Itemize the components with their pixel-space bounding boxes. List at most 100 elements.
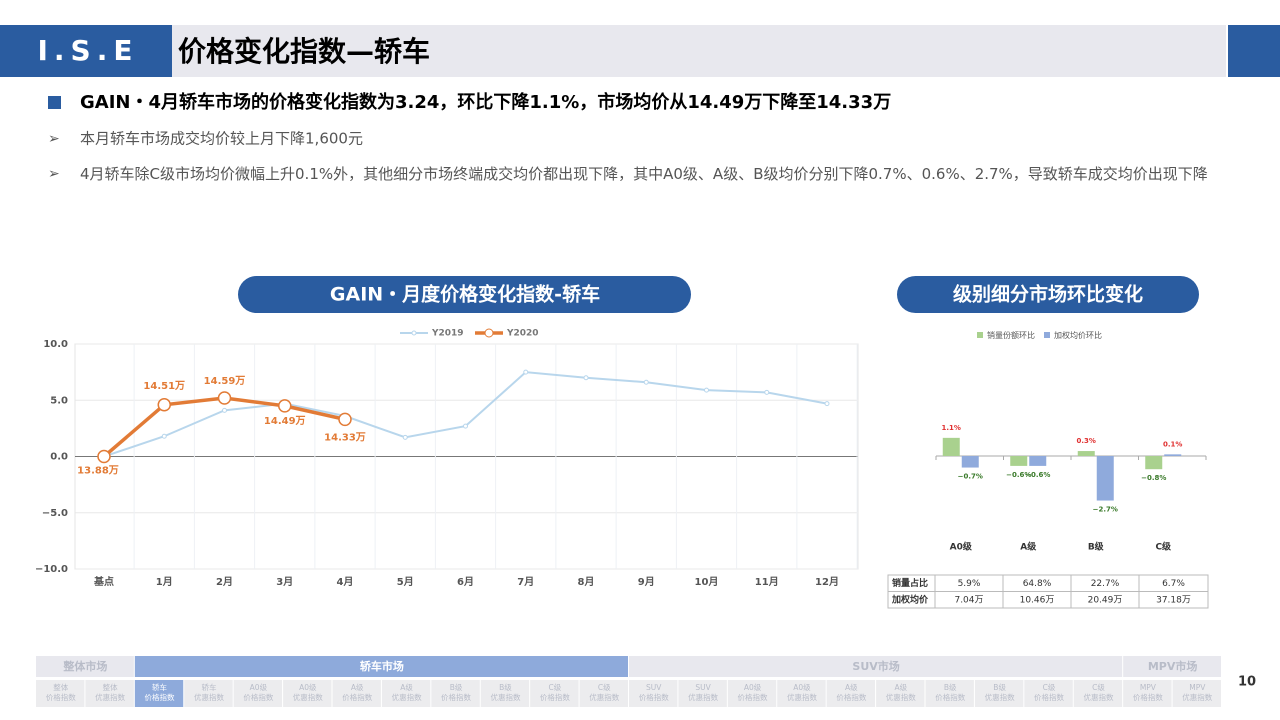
chart-title-pill: [897, 276, 1199, 313]
nav-cell: [974, 680, 1024, 707]
legend-label: 加权均价环比: [1054, 330, 1102, 340]
sub-bullet-box: 4月轿车除C级市场均价微幅上升0.1%外，其他细分市场终端成交均价都出现下降，其…: [80, 165, 1208, 183]
point-label: 14.49万: [264, 415, 306, 427]
nav-cell: [1024, 680, 1073, 707]
x-tick-label: C级: [1155, 541, 1172, 553]
nav-cell-label: A0级: [793, 682, 811, 692]
nav-cell-label: 优惠指数: [688, 692, 718, 702]
nav-group-label: SUV市场: [852, 659, 899, 673]
arrow: ➢: [48, 166, 60, 182]
table-cell: [1138, 591, 1209, 609]
nav-cell-label: A级: [351, 682, 364, 692]
value-label: 0.3%: [1077, 437, 1096, 445]
point: [643, 379, 649, 385]
nav-cell: [826, 680, 876, 707]
nav-cell: [629, 680, 678, 707]
nav-cell: [134, 680, 184, 707]
point: [161, 433, 167, 439]
nav-cell-label: 整体: [103, 682, 118, 692]
nav-cell-label: 价格指数: [46, 692, 76, 702]
point: [157, 398, 171, 412]
nav-cell-label: MPV: [1140, 683, 1157, 692]
legend-marker: [1044, 332, 1050, 338]
nav-cell-label: 优惠指数: [787, 692, 817, 702]
x-tick-label: B级: [1088, 541, 1105, 553]
point: [764, 389, 770, 395]
bar: [1096, 456, 1114, 501]
nav-cell-label: 优惠指数: [392, 692, 422, 702]
nav-cell-label: SUV: [695, 683, 711, 692]
x-tick-label: 8月: [578, 576, 595, 588]
nav-cell: [1073, 680, 1123, 707]
logo: I.S.E: [38, 34, 139, 67]
nav-cell-label: 优惠指数: [490, 692, 520, 702]
nav-group: [134, 656, 629, 677]
chart-title: 级别细分市场环比变化: [953, 283, 1143, 306]
x-tick-label: 2月: [216, 576, 233, 588]
nav-cell: [530, 680, 579, 707]
legend-label: Y2020: [506, 329, 539, 339]
nav-cell: [36, 680, 85, 707]
nav-cell-label: C级: [549, 682, 562, 692]
y-tick-label: −10.0: [35, 564, 68, 575]
title-tab: [1228, 25, 1280, 77]
table-text: 37.18万: [1156, 596, 1191, 606]
x-tick-label: 10月: [695, 576, 719, 588]
x-tick-label: 7月: [517, 576, 534, 588]
series-line: [102, 396, 346, 458]
value-label: 0.1%: [1163, 440, 1182, 448]
y-tick-label: 5.0: [50, 395, 68, 406]
nav-cell-label: 优惠指数: [194, 692, 224, 702]
nav-cell: [678, 680, 727, 707]
point-label: 14.33万: [324, 431, 366, 443]
nav-cell: [85, 680, 134, 707]
nav-cell-label: 价格指数: [1133, 692, 1163, 702]
table-text: 销量占比: [892, 577, 928, 589]
point: [278, 399, 292, 413]
nav-cell: [381, 680, 431, 707]
table-text: 7.04万: [954, 596, 983, 606]
nav-cell: [431, 680, 480, 707]
title-bar: [172, 25, 1226, 77]
y-tick-label: −5.0: [42, 508, 68, 519]
nav-cell-label: C级: [598, 682, 611, 692]
nav-cell-label: 优惠指数: [985, 692, 1015, 702]
nav-cell-label: 优惠指数: [589, 692, 619, 702]
nav-cell: [777, 680, 826, 707]
y-tick-label: 0.0: [50, 452, 68, 463]
bar: [1010, 456, 1028, 466]
x-tick-label: 基点: [93, 575, 114, 588]
nav-cell: [184, 680, 233, 707]
y-tick-label: 10.0: [43, 339, 68, 350]
legend-label: Y2019: [431, 329, 464, 339]
point: [338, 412, 352, 427]
nav-cell-label: 轿车: [201, 682, 216, 692]
x-tick-label: 9月: [638, 576, 655, 588]
nav-group: [36, 656, 134, 677]
arrow: ➢: [48, 131, 60, 147]
nav-cell-label: A级: [845, 682, 858, 692]
page-title: 价格变化指数—轿车: [178, 35, 430, 68]
nav-cell-label: 价格指数: [540, 692, 570, 702]
nav-cell-label: 整体: [53, 682, 68, 692]
table-text: 6.7%: [1162, 579, 1185, 589]
bar: [1029, 456, 1047, 466]
point-label: 14.51万: [143, 380, 185, 392]
legend-marker: [484, 328, 494, 338]
x-tick-label: 12月: [815, 576, 839, 588]
nav-cell-label: A级: [400, 682, 413, 692]
table-text: 22.7%: [1091, 579, 1120, 589]
point: [704, 387, 709, 393]
nav-cell-label: 价格指数: [243, 692, 273, 702]
nav-cell: [876, 680, 925, 707]
chart-title-pill: [238, 276, 691, 313]
logo-box: [0, 25, 172, 77]
nav-cell: [1123, 680, 1172, 707]
bar: [1164, 454, 1182, 456]
x-tick-label: 1月: [156, 576, 173, 588]
nav-group-label: 整体市场: [62, 659, 107, 673]
nav-cell: [579, 680, 628, 707]
nav-cell-label: C级: [1092, 682, 1105, 692]
value-label: −0.6%: [1006, 471, 1031, 479]
nav-cell-label: 价格指数: [342, 692, 372, 702]
